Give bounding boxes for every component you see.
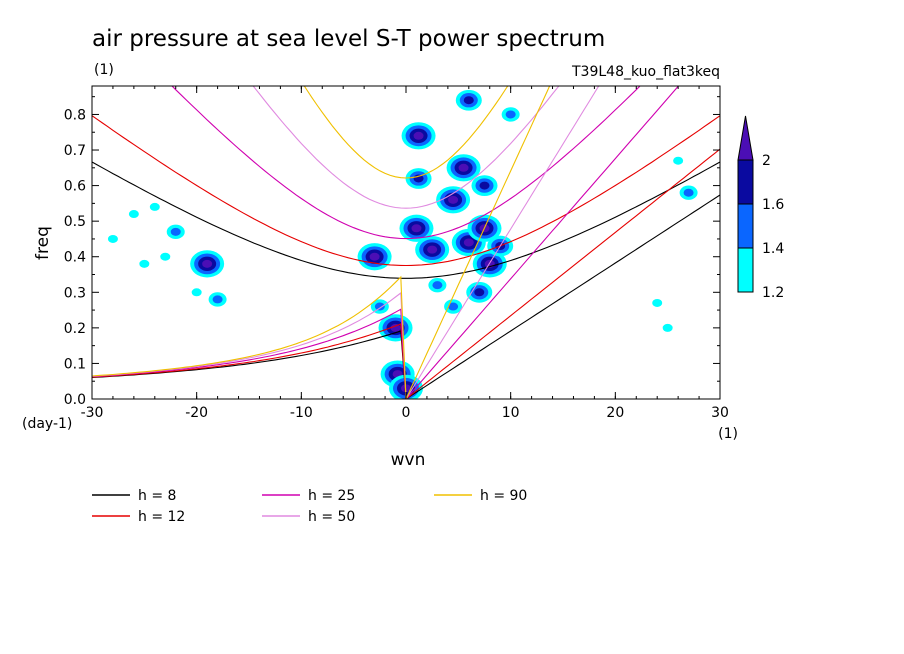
power-blob-11 bbox=[474, 288, 485, 297]
power-blob-10 bbox=[479, 181, 490, 190]
axes: -30 -20 -10 0 10 20 30 0.0 0.1 0.2 0.3 0.4 0.5 0.6 0.7… bbox=[64, 85, 729, 421]
power-blob-18 bbox=[505, 110, 516, 119]
y-tick-label: 0.0 bbox=[64, 392, 86, 408]
power-blob-26 bbox=[683, 188, 694, 197]
run-label: T39L48_kuo_flat3keq bbox=[571, 64, 720, 80]
plot-area bbox=[92, 86, 720, 399]
y-tick-label: 0.1 bbox=[64, 356, 86, 372]
x-unit-label: (1) bbox=[718, 426, 738, 442]
colorbar-swatch-0 bbox=[737, 247, 754, 293]
power-blob-32 bbox=[432, 281, 443, 290]
power-blob-29 bbox=[673, 156, 684, 165]
ig-curve-2 bbox=[171, 86, 641, 240]
y-tick-label: 0.8 bbox=[64, 107, 86, 123]
power-blob-2 bbox=[411, 224, 422, 233]
power-blob-4 bbox=[448, 195, 459, 204]
power-blob-31 bbox=[191, 288, 202, 297]
x-tick-label: 10 bbox=[502, 405, 520, 421]
mrg-curve-4 bbox=[92, 275, 407, 399]
x-tick-label: -20 bbox=[185, 405, 208, 421]
x-tick-label: -10 bbox=[290, 405, 313, 421]
x-tick-label: 20 bbox=[606, 405, 624, 421]
y-tick-label: 0.4 bbox=[64, 250, 86, 266]
legend: h = 8 h = 12 h = 25 h = 50 h = 90 bbox=[92, 488, 527, 525]
colorbar-swatch-1 bbox=[737, 203, 754, 249]
power-blob-6 bbox=[463, 238, 474, 247]
power-blob-19 bbox=[202, 259, 213, 268]
x-tick-label: 30 bbox=[711, 405, 729, 421]
ig-curve-0 bbox=[92, 161, 720, 279]
colorbar-label: 1.6 bbox=[762, 197, 784, 213]
legend-label-2: h = 25 bbox=[308, 488, 355, 504]
y-tick-label: 0.3 bbox=[64, 285, 86, 301]
colorbar-label: 1.4 bbox=[762, 241, 784, 257]
ig-curve-1 bbox=[92, 115, 720, 267]
y-axis-label: freq bbox=[33, 226, 53, 260]
colorbar-arrow bbox=[737, 115, 754, 161]
power-blob-27 bbox=[652, 298, 663, 307]
power-blob-23 bbox=[139, 259, 150, 268]
power-blob-28 bbox=[662, 323, 673, 332]
legend-label-4: h = 90 bbox=[480, 488, 527, 504]
legend-label-0: h = 8 bbox=[138, 488, 176, 504]
power-blob-12 bbox=[369, 252, 380, 261]
power-blob-20 bbox=[212, 295, 223, 304]
power-blob-17 bbox=[463, 96, 474, 105]
power-blob-13 bbox=[390, 323, 401, 332]
power-blob-21 bbox=[170, 227, 181, 236]
mrg-curve-2 bbox=[92, 308, 407, 399]
kelvin-curve-4 bbox=[405, 86, 551, 399]
units-label: (1) bbox=[94, 62, 114, 78]
mrg-curve-3 bbox=[92, 291, 407, 399]
kelvin-curve-3 bbox=[405, 86, 600, 399]
power-blob-22 bbox=[128, 210, 139, 219]
legend-label-1: h = 12 bbox=[138, 509, 185, 525]
colorbar-swatch-2 bbox=[737, 159, 754, 205]
kelvin-curve-2 bbox=[405, 86, 680, 399]
power-blob-25 bbox=[160, 252, 171, 261]
ig-curve-3 bbox=[252, 86, 560, 209]
colorbar: 1.2 1.4 1.6 2 bbox=[737, 115, 784, 301]
x-tick-label: 0 bbox=[402, 405, 411, 421]
y-unit-label: (day-1) bbox=[22, 416, 72, 432]
power-blob-24 bbox=[107, 234, 118, 243]
y-tick-label: 0.7 bbox=[64, 143, 86, 159]
colorbar-label: 2 bbox=[762, 153, 771, 169]
power-blob-30 bbox=[149, 202, 160, 211]
y-tick-label: 0.2 bbox=[64, 321, 86, 337]
chart-title: air pressure at sea level S-T power spec… bbox=[92, 26, 605, 52]
kelvin-curve-1 bbox=[405, 148, 720, 399]
x-axis-label: wvn bbox=[391, 450, 426, 470]
x-tick-label: -30 bbox=[81, 405, 104, 421]
power-blob-0 bbox=[413, 131, 424, 140]
mrg-curve-0 bbox=[92, 330, 407, 399]
power-blob-16 bbox=[374, 302, 385, 311]
power-blob-5 bbox=[458, 163, 469, 172]
mrg-curve-1 bbox=[92, 323, 407, 399]
colorbar-label: 1.2 bbox=[762, 285, 784, 301]
kelvin-curve-0 bbox=[405, 194, 720, 399]
ig-curve-4 bbox=[303, 86, 509, 179]
power-blob-33 bbox=[448, 302, 459, 311]
y-tick-label: 0.6 bbox=[64, 179, 86, 195]
power-blob-3 bbox=[427, 245, 438, 254]
legend-label-3: h = 50 bbox=[308, 509, 355, 525]
y-tick-label: 0.5 bbox=[64, 214, 86, 230]
